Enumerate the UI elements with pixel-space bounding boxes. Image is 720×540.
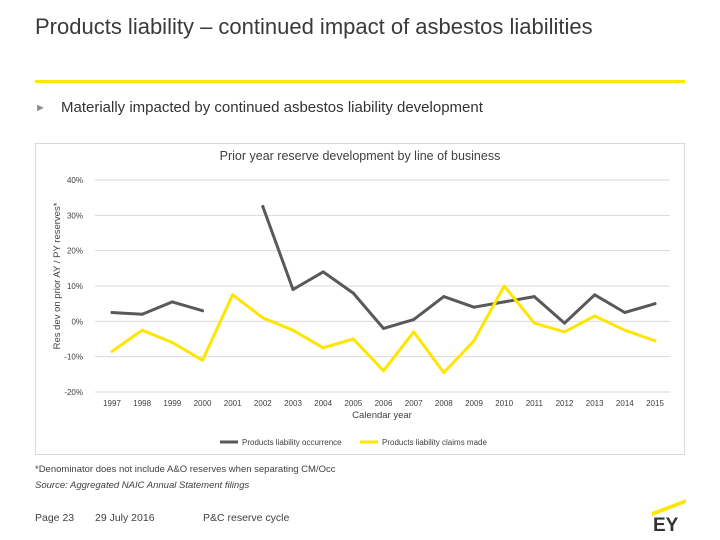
page-number: Page 23 [35,512,75,524]
footnote: *Denominator does not include A&O reserv… [35,464,336,475]
source-note: Source: Aggregated NAIC Annual Statement… [35,480,250,491]
footer-date: 29 July 2016 [95,512,155,524]
chart-frame [35,143,685,455]
title-underline [35,80,685,83]
bullet-arrow-icon: ► [35,102,46,114]
ey-logo: EY [652,499,686,534]
footer-section: P&C reserve cycle [203,512,290,524]
ey-logo-text: EY [653,515,679,534]
slide-title: Products liability – continued impact of… [35,14,593,39]
bullet-item: ► Materially impacted by continued asbest… [35,99,483,116]
bullet-text: Materially impacted by continued asbesto… [61,99,483,116]
chart-title: Prior year reserve development by line o… [219,149,501,163]
